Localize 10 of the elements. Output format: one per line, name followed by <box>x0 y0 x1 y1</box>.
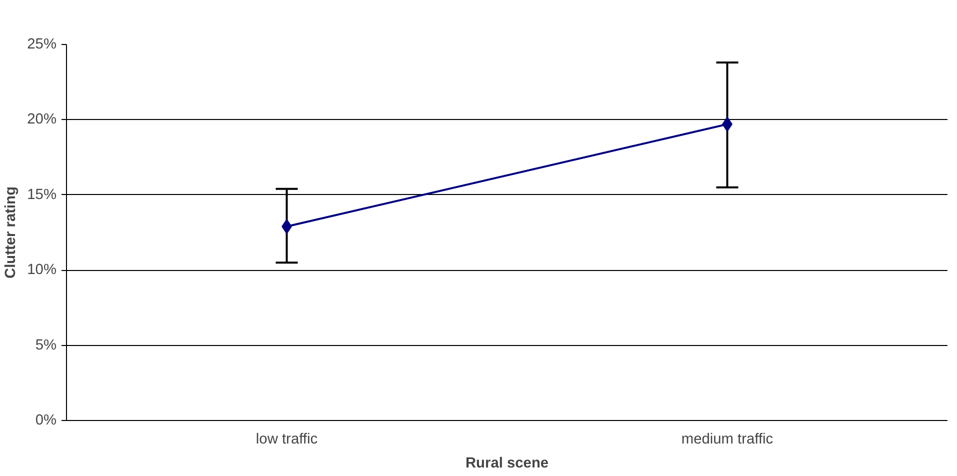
x-tick-label: medium traffic <box>681 432 774 448</box>
y-tick-label: 20% <box>27 112 57 128</box>
x-tick-label: low traffic <box>256 432 318 448</box>
y-tick-label: 10% <box>27 262 57 278</box>
x-axis-title: Rural scene <box>465 456 549 472</box>
y-tick-label: 25% <box>27 36 57 52</box>
y-axis-title: Clutter rating <box>3 186 20 279</box>
y-tick-label: 0% <box>35 412 57 428</box>
y-tick-label: 5% <box>35 337 57 354</box>
y-tick-label: 15% <box>27 186 57 203</box>
